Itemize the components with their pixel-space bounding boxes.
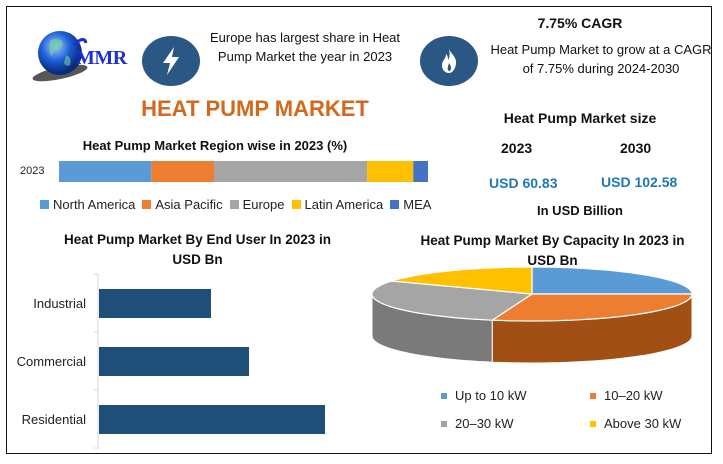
legend-item-asia-pacific: Asia Pacific [142,197,223,212]
legend-item-north-america: North America [40,197,135,212]
legend-label: MEA [403,197,432,212]
region-segment-mea [413,161,428,182]
category-label-commercial: Commercial [17,354,86,369]
bar-residential [99,405,325,434]
legend-label: Latin America [304,197,384,212]
mmr-logo: MMR [30,25,135,87]
legend-label: Above 30 kW [604,416,682,431]
legend-label: 20–30 kW [455,416,514,431]
region-note: Europe has largest share in Heat Pump Ma… [209,30,401,64]
legend-item-latin-america: Latin America [291,197,384,212]
lightning-bolt-icon [142,36,200,86]
legend-label: Up to 10 kW [455,388,527,403]
infographic-frame [6,6,712,454]
pie-legend-item-above-30-kw: Above 30 kW [590,416,681,431]
legend-swatch [291,200,301,209]
legend-label: North America [53,197,136,212]
end-user-bar-chart: Industrial Commercial Residential [17,273,325,449]
pie-slice-up-to-10-kw [531,266,693,295]
legend-item-mea: MEA [390,197,431,212]
legend-item-europe: Europe [229,197,285,212]
capacity-pie-chart [371,266,693,364]
region-segment-latin-america [367,161,414,182]
legend-swatch [590,420,596,427]
page-title: HEAT PUMP MARKET [141,96,369,121]
legend-label: Asia Pacific [155,197,223,212]
region-chart-title: Heat Pump Market Region wise in 2023 (%) [82,138,348,153]
legend-label: Europe [242,197,285,212]
region-segment-north-america [59,161,152,182]
legend-swatch [142,200,152,209]
pie-legend-item-20-30-kw: 20–30 kW [441,416,514,431]
market-size-value-2030: USD 102.58 [601,174,678,190]
legend-swatch [441,420,447,427]
legend-label: 10–20 kW [604,388,663,403]
bar-commercial [99,347,249,376]
pie-slice-above-30-kw [391,266,533,295]
end-user-chart-title: Heat Pump Market By End User In 2023 in … [63,232,332,267]
market-size-year-2030: 2030 [620,140,652,156]
region-chart-category-label: 2023 [20,165,45,177]
globe-icon [32,31,88,82]
market-size-year-2023: 2023 [501,140,533,156]
cagr-text: Heat Pump Market to grow at a CAGR of 7.… [490,42,712,76]
market-size-title: Heat Pump Market size [503,110,657,126]
category-label-industrial: Industrial [33,296,86,311]
region-stacked-bar [59,161,428,182]
legend-swatch [40,200,49,209]
legend-swatch [590,392,596,399]
region-segment-asia-pacific [151,161,214,182]
region-chart-legend: North America Asia Pacific Europe Latin Ame… [40,197,438,212]
pie-legend-item-10-20-kw: 10–20 kW [590,388,663,403]
market-size-unit: In USD Billion [537,203,623,218]
region-segment-europe [213,161,368,182]
logo-text: MMR [76,47,127,69]
cagr-title: 7.75% CAGR [537,15,623,31]
pie-legend-item-up-to-10-kw: Up to 10 kW [441,388,527,403]
pie-slice-10-20-kw [490,293,693,322]
category-label-residential: Residential [22,412,86,427]
bar-industrial [99,289,211,318]
flame-icon [420,36,478,86]
capacity-chart-title: Heat Pump Market By Capacity In 2023 in … [420,233,685,268]
market-size-value-2023: USD 60.83 [489,175,558,191]
legend-swatch [229,200,239,209]
legend-swatch [441,392,447,399]
legend-swatch [390,200,400,209]
